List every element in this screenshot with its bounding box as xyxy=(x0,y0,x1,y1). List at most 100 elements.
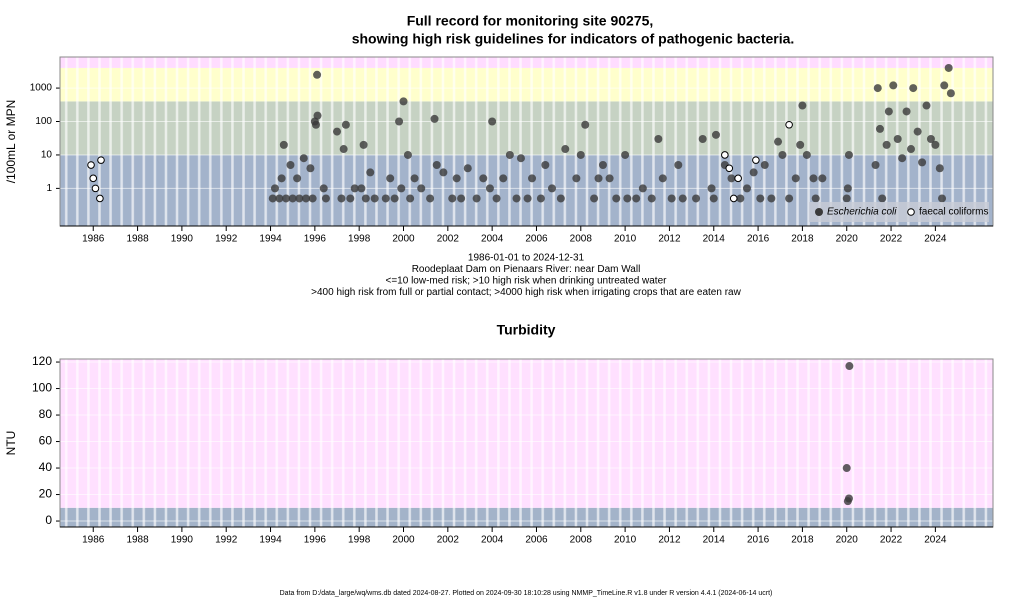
legend-label: Escherichia coli xyxy=(827,207,897,218)
point xyxy=(448,194,457,203)
x-tick-label: 2020 xyxy=(836,535,859,546)
point xyxy=(674,161,683,170)
x-tick-label: 2006 xyxy=(525,535,548,546)
point xyxy=(946,89,955,98)
point xyxy=(698,134,707,143)
y-tick-label: 10 xyxy=(41,150,53,161)
x-tick-label: 1988 xyxy=(126,535,149,546)
point xyxy=(397,184,406,193)
x-tick-label: 1998 xyxy=(348,535,371,546)
y-tick-label: 40 xyxy=(39,460,53,474)
point xyxy=(390,194,399,203)
point xyxy=(321,194,330,203)
y-tick-label: 100 xyxy=(35,116,52,127)
point xyxy=(844,150,853,159)
point xyxy=(370,194,379,203)
point xyxy=(299,154,308,163)
point xyxy=(275,194,284,203)
point xyxy=(313,111,322,120)
point xyxy=(395,117,404,126)
point xyxy=(590,194,599,203)
point xyxy=(760,161,769,170)
x-tick-label: 2022 xyxy=(880,234,903,245)
faecal-point xyxy=(752,156,760,164)
note: Roodeplaat Dam on Pienaars River: near D… xyxy=(412,264,641,275)
x-tick-label: 1990 xyxy=(171,535,194,546)
point xyxy=(547,184,556,193)
note: <=10 low-med risk; >10 high risk when dr… xyxy=(386,276,668,287)
point xyxy=(457,194,466,203)
point xyxy=(654,134,663,143)
point xyxy=(667,194,676,203)
point xyxy=(505,150,514,159)
point xyxy=(767,194,776,203)
point xyxy=(306,164,315,173)
x-tick-label: 2018 xyxy=(791,535,814,546)
note: >400 high risk from full or partial cont… xyxy=(311,287,741,298)
point xyxy=(581,120,590,129)
point xyxy=(678,194,687,203)
point xyxy=(333,127,342,136)
footer: Data from D:/data_large/wq/wms.db dated … xyxy=(280,590,773,597)
point xyxy=(743,184,752,193)
x-tick-label: 2016 xyxy=(747,234,770,245)
point xyxy=(711,130,720,139)
x-tick-label: 2000 xyxy=(392,234,415,245)
point xyxy=(845,362,854,371)
chart-title: Full record for monitoring site 90275, xyxy=(407,13,654,29)
point xyxy=(922,101,931,110)
point xyxy=(277,174,286,183)
point xyxy=(279,140,288,149)
point xyxy=(346,194,355,203)
point xyxy=(286,161,295,170)
chart-title: showing high risk guidelines for indicat… xyxy=(352,31,795,47)
faecal-point xyxy=(96,194,104,203)
x-tick-label: 2010 xyxy=(614,234,637,245)
point xyxy=(311,120,320,129)
point xyxy=(472,194,481,203)
point xyxy=(749,168,758,177)
y-axis-label: /100mL or MPN xyxy=(4,100,18,184)
point xyxy=(282,194,291,203)
point xyxy=(809,174,818,183)
y-tick-label: 60 xyxy=(39,434,53,448)
point xyxy=(940,81,949,90)
point xyxy=(909,84,918,93)
faecal-point xyxy=(729,194,738,203)
x-tick-label: 1998 xyxy=(348,234,371,245)
point xyxy=(774,137,783,146)
point xyxy=(313,70,322,79)
x-tick-label: 2004 xyxy=(481,234,504,245)
point xyxy=(623,194,632,203)
legend-label: faecal coliforms xyxy=(919,207,988,218)
point xyxy=(926,134,935,143)
point xyxy=(756,194,765,203)
x-tick-label: 2016 xyxy=(747,535,770,546)
point xyxy=(386,174,395,183)
point xyxy=(452,174,461,183)
stripes xyxy=(60,359,993,527)
point xyxy=(536,194,545,203)
point xyxy=(707,184,716,193)
x-tick-label: 2008 xyxy=(570,234,593,245)
x-tick-label: 2014 xyxy=(703,234,726,245)
faecal-point xyxy=(785,120,793,129)
point xyxy=(268,194,277,203)
point xyxy=(798,101,807,110)
point xyxy=(594,174,603,183)
point xyxy=(523,194,532,203)
faecal-point xyxy=(97,156,105,164)
x-tick-label: 1986 xyxy=(82,535,105,546)
point xyxy=(785,194,794,203)
x-tick-label: 2000 xyxy=(392,535,415,546)
point xyxy=(516,154,525,163)
point xyxy=(938,194,947,203)
point xyxy=(410,174,419,183)
point xyxy=(432,161,441,170)
point xyxy=(884,107,893,116)
legend-box xyxy=(809,202,989,222)
point xyxy=(913,127,922,136)
point xyxy=(802,150,811,159)
x-tick-label: 2022 xyxy=(880,535,903,546)
